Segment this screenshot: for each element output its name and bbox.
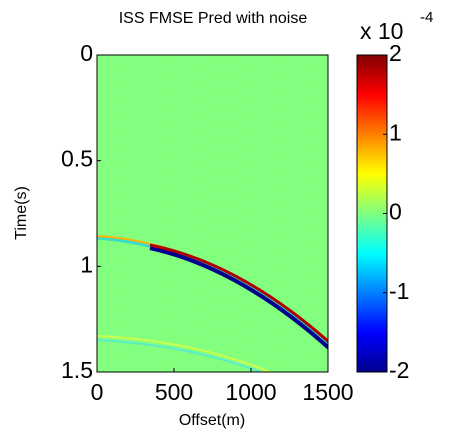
y-tick-label: 1 <box>80 251 93 277</box>
colorbar-tick-label: 0 <box>389 199 402 225</box>
axes-frame <box>96 54 329 373</box>
x-axis-label: Offset(m) <box>179 412 245 429</box>
colorbar-tick-label: 2 <box>389 40 402 66</box>
y-axis-label: Time(s) <box>13 186 30 240</box>
colorbar-scale-base: x 10 <box>360 18 403 44</box>
y-tick-label: 0.5 <box>61 146 93 172</box>
x-tick-label: 500 <box>155 379 193 405</box>
image <box>97 55 328 372</box>
colorbar-tick-label: 1 <box>389 119 402 145</box>
y-tick-label: 1.5 <box>61 357 93 383</box>
chart-title: ISS FMSE Pred with noise <box>119 10 308 27</box>
x-tick-label: 1500 <box>302 379 353 405</box>
x-tick-label: 0 <box>91 379 104 405</box>
colorbar-tick-label: -2 <box>389 357 409 383</box>
colorbar <box>356 54 388 373</box>
colorbar-scale-exponent: -4 <box>420 9 433 26</box>
x-tick-label: 1000 <box>225 379 276 405</box>
y-tick-label: 0 <box>80 40 93 66</box>
colorbar-tick-label: -1 <box>389 278 409 304</box>
